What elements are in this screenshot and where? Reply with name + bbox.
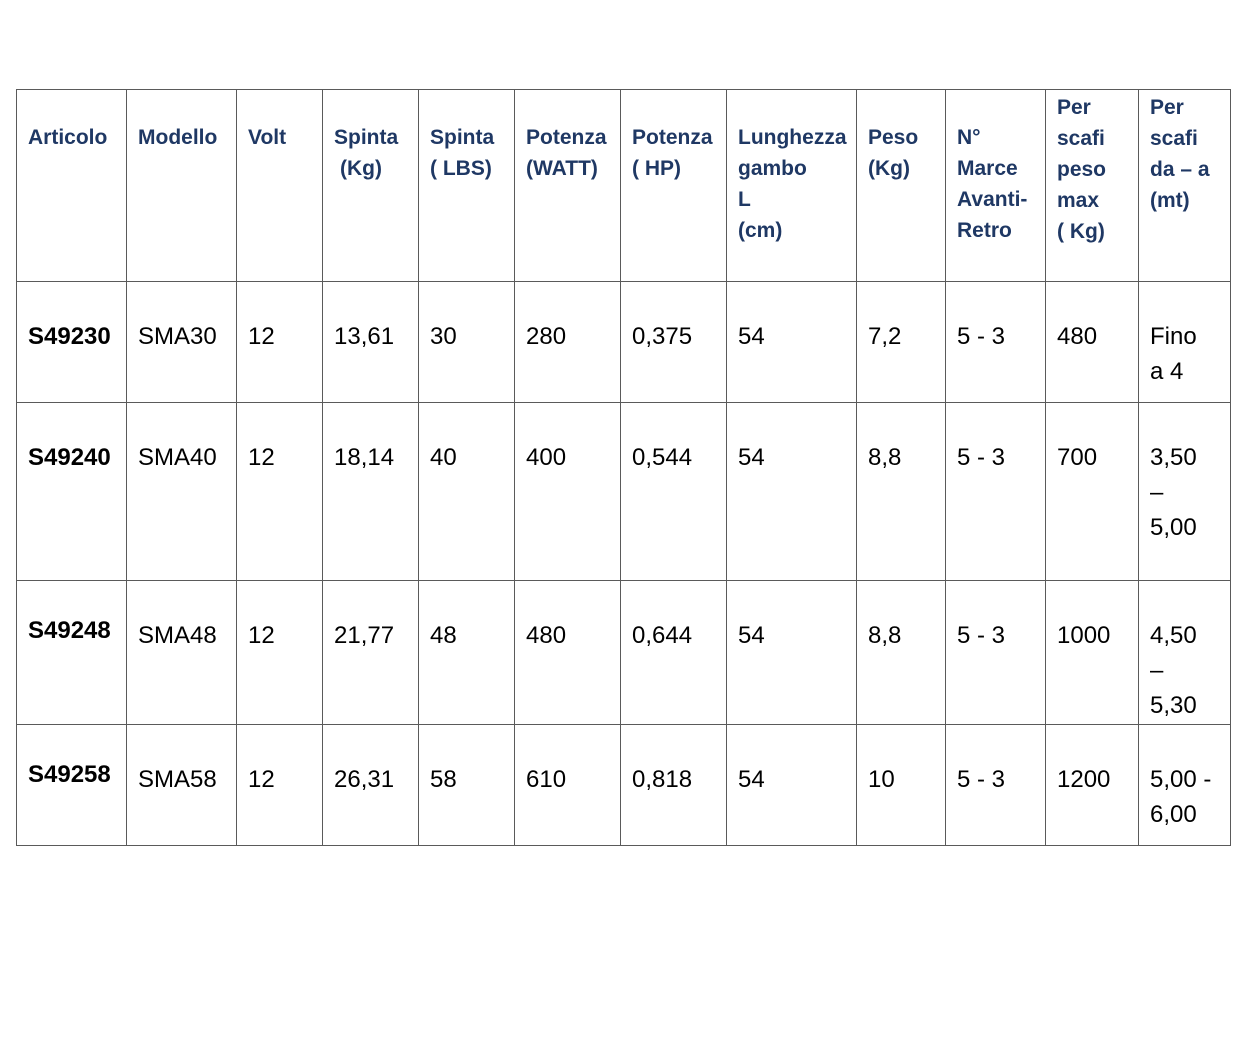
cell-peso-max: 480 [1045,281,1139,403]
cell-peso-max: 700 [1045,402,1139,581]
cell-lunghezza-gambo: 54 [726,402,857,581]
table-row: S49248 SMA48 12 21,77 48 480 0,644 54 8,… [16,580,1231,725]
header-marce: N° Marce Avanti- Retro [945,89,1046,282]
cell-spinta-lbs: 40 [418,402,515,581]
header-volt: Volt [236,89,323,282]
cell-marce: 5 - 3 [945,724,1046,846]
cell-spinta-lbs: 58 [418,724,515,846]
header-lunghezza-gambo: Lunghezza gambo L (cm) [726,89,857,282]
cell-articolo: S49258 [16,724,127,846]
cell-articolo: S49248 [16,580,127,725]
cell-spinta-kg: 26,31 [322,724,419,846]
cell-spinta-lbs: 30 [418,281,515,403]
cell-peso-max: 1200 [1045,724,1139,846]
table-row: S49258 SMA58 12 26,31 58 610 0,818 54 10… [16,724,1231,846]
cell-potenza-watt: 280 [514,281,621,403]
table-header-row: Articolo Modello Volt Spinta (Kg) Spinta… [16,89,1231,282]
header-scafi-mt: Per scafi da – a (mt) [1138,89,1231,282]
cell-potenza-hp: 0,544 [620,402,727,581]
cell-modello: SMA58 [126,724,237,846]
header-peso: Peso (Kg) [856,89,946,282]
cell-spinta-kg: 18,14 [322,402,419,581]
cell-scafi-mt: 4,50 – 5,30 [1138,580,1231,725]
cell-peso: 10 [856,724,946,846]
header-spinta-lbs: Spinta ( LBS) [418,89,515,282]
cell-lunghezza-gambo: 54 [726,281,857,403]
cell-peso: 8,8 [856,580,946,725]
cell-modello: SMA40 [126,402,237,581]
header-potenza-watt: Potenza (WATT) [514,89,621,282]
cell-marce: 5 - 3 [945,281,1046,403]
cell-potenza-hp: 0,644 [620,580,727,725]
cell-lunghezza-gambo: 54 [726,580,857,725]
cell-potenza-watt: 400 [514,402,621,581]
cell-articolo: S49230 [16,281,127,403]
cell-volt: 12 [236,580,323,725]
cell-potenza-hp: 0,375 [620,281,727,403]
cell-scafi-mt: 3,50 – 5,00 [1138,402,1231,581]
cell-peso: 7,2 [856,281,946,403]
cell-volt: 12 [236,724,323,846]
cell-spinta-kg: 13,61 [322,281,419,403]
cell-potenza-watt: 610 [514,724,621,846]
cell-potenza-watt: 480 [514,580,621,725]
cell-scafi-mt: 5,00 - 6,00 [1138,724,1231,846]
cell-spinta-kg: 21,77 [322,580,419,725]
product-spec-table: Articolo Modello Volt Spinta (Kg) Spinta… [16,89,1231,846]
header-articolo: Articolo [16,89,127,282]
cell-marce: 5 - 3 [945,580,1046,725]
cell-spinta-lbs: 48 [418,580,515,725]
cell-marce: 5 - 3 [945,402,1046,581]
header-potenza-hp: Potenza ( HP) [620,89,727,282]
header-spinta-kg: Spinta (Kg) [322,89,419,282]
cell-scafi-mt: Fino a 4 [1138,281,1231,403]
table-row: S49240 SMA40 12 18,14 40 400 0,544 54 8,… [16,402,1231,581]
cell-volt: 12 [236,281,323,403]
header-modello: Modello [126,89,237,282]
cell-peso-max: 1000 [1045,580,1139,725]
cell-potenza-hp: 0,818 [620,724,727,846]
cell-volt: 12 [236,402,323,581]
cell-articolo: S49240 [16,402,127,581]
cell-lunghezza-gambo: 54 [726,724,857,846]
cell-modello: SMA30 [126,281,237,403]
header-peso-max: Per scafi peso max ( Kg) [1045,89,1139,282]
cell-peso: 8,8 [856,402,946,581]
table-row: S49230 SMA30 12 13,61 30 280 0,375 54 7,… [16,281,1231,403]
cell-modello: SMA48 [126,580,237,725]
